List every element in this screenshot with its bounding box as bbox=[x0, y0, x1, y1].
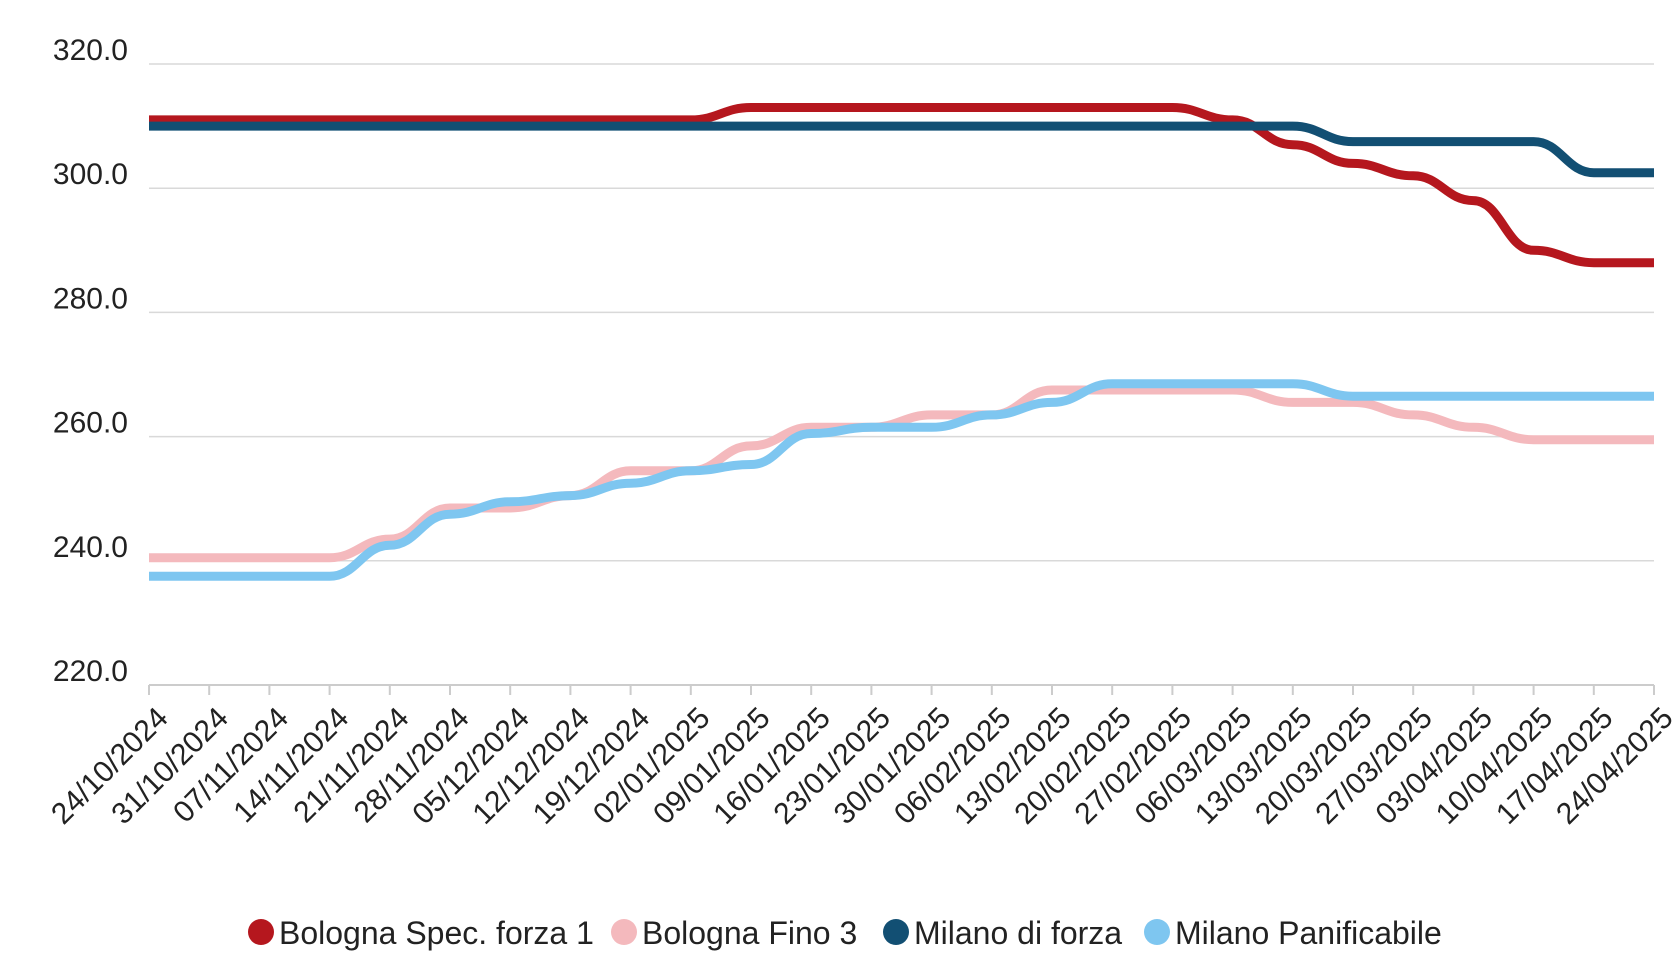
legend-marker bbox=[1144, 919, 1170, 945]
series-line-bologna-spec-forza-1 bbox=[149, 103, 1654, 268]
legend-marker bbox=[883, 919, 909, 945]
legend-label: Bologna Spec. forza 1 bbox=[279, 915, 594, 951]
legend-label: Milano di forza bbox=[914, 915, 1122, 951]
series-line-bologna-fino-3 bbox=[149, 385, 1654, 563]
x-axis bbox=[148, 684, 1655, 695]
legend-label: Milano Panificabile bbox=[1175, 915, 1442, 951]
y-tick-label: 220.0 bbox=[53, 655, 128, 688]
y-tick-label: 280.0 bbox=[53, 282, 128, 315]
legend-marker bbox=[611, 919, 637, 945]
series-line-milano-di-forza bbox=[148, 121, 1654, 178]
gridlines bbox=[149, 63, 1654, 562]
y-tick-labels: 320.0 300.0 280.0 260.0 240.0 220.0 bbox=[53, 34, 128, 688]
y-tick-label: 320.0 bbox=[53, 34, 128, 67]
y-tick-label: 300.0 bbox=[53, 158, 128, 191]
legend-marker bbox=[248, 919, 274, 945]
series-lines bbox=[148, 103, 1654, 581]
legend: Bologna Spec. forza 1 Bologna Fino 3 Milan… bbox=[248, 915, 1442, 951]
y-tick-label: 240.0 bbox=[53, 531, 128, 564]
series-line-milano-panificabile bbox=[148, 379, 1654, 581]
y-tick-label: 260.0 bbox=[53, 407, 128, 440]
legend-label: Bologna Fino 3 bbox=[642, 915, 857, 951]
x-tick-labels: 24/10/202431/10/202407/11/202414/11/2024… bbox=[45, 701, 1680, 831]
